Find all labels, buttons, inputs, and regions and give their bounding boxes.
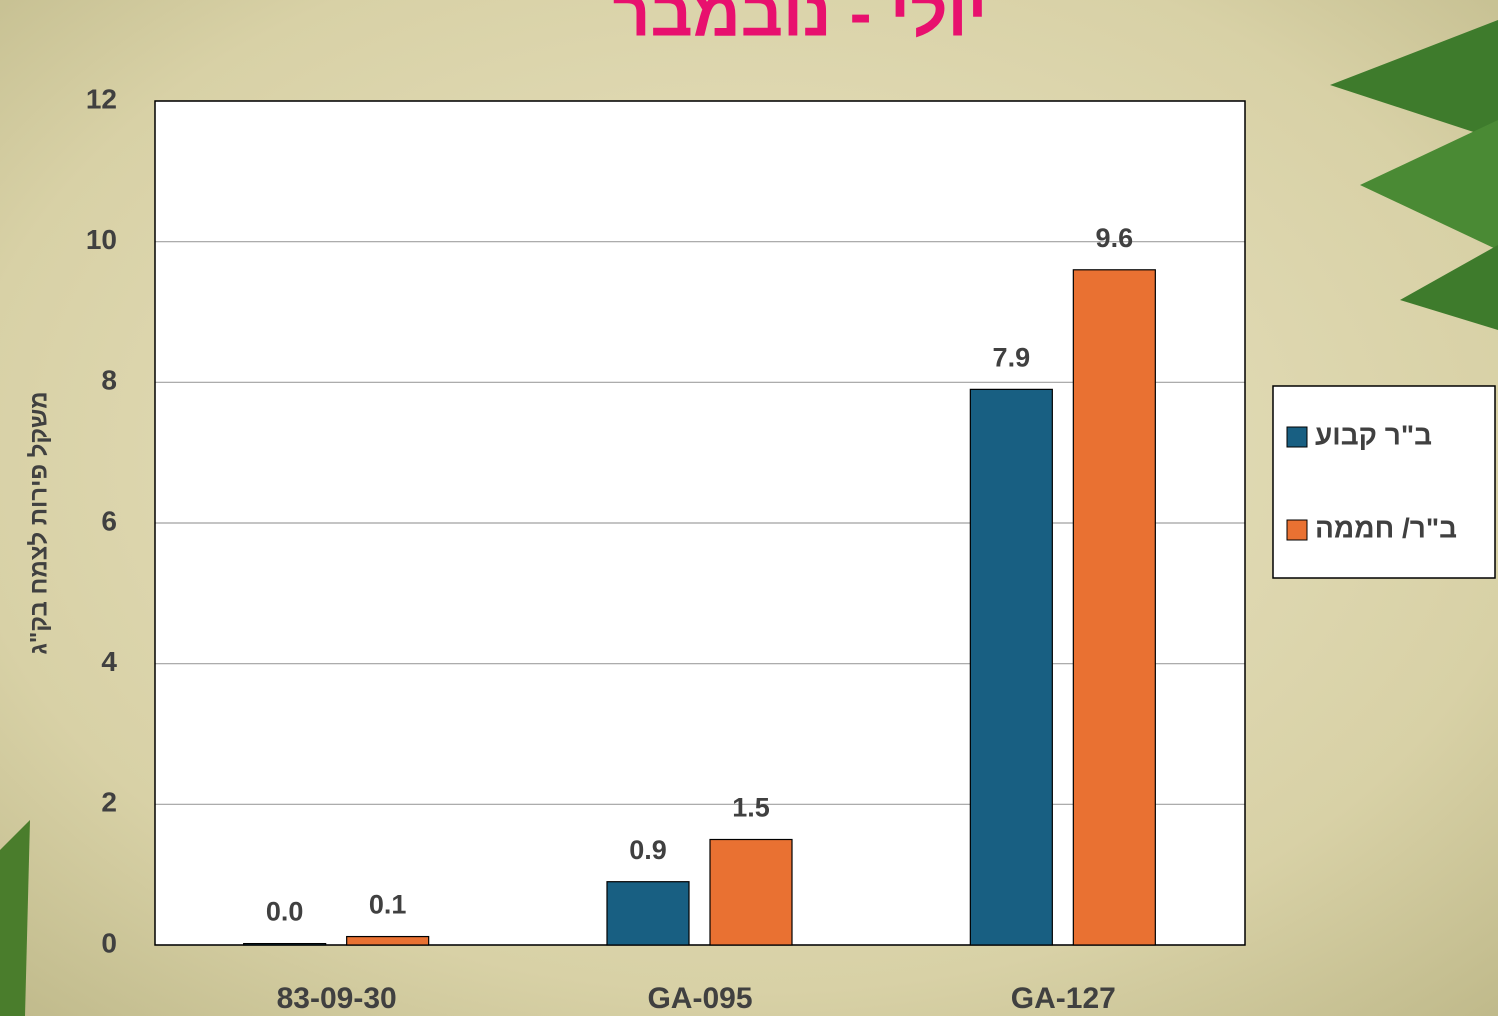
x-tick-label: 83-09-30 — [277, 982, 397, 1015]
legend-box — [1273, 386, 1495, 578]
value-label: 9.6 — [1096, 223, 1134, 253]
value-label: 0.9 — [629, 835, 667, 865]
x-tick-label: GA-127 — [1011, 982, 1116, 1015]
value-label: 7.9 — [993, 342, 1031, 372]
y-tick-label: 8 — [101, 365, 117, 396]
chart: יולי - נובמבר משקל פירות לצמח בק"ג 0 2 4 6 8… — [0, 0, 1498, 1016]
page: יולי - נובמבר משקל פירות לצמח בק"ג 0 2 4 6 8… — [0, 0, 1498, 1016]
value-label: 0.0 — [266, 897, 304, 927]
legend-swatch — [1287, 520, 1307, 540]
value-label: 0.1 — [369, 890, 407, 920]
chart-title: יולי - נובמבר — [613, 0, 988, 49]
leaf-decoration — [0, 820, 30, 1016]
bar — [970, 389, 1052, 945]
y-tick-label: 6 — [101, 505, 117, 536]
x-tick-label: GA-095 — [647, 982, 752, 1015]
bar — [244, 944, 326, 945]
y-tick-label: 0 — [101, 927, 117, 958]
bar — [710, 840, 792, 946]
bar — [347, 937, 429, 945]
y-tick-label: 2 — [101, 787, 117, 818]
bar — [607, 882, 689, 945]
y-tick-label: 4 — [101, 646, 117, 677]
legend-label: ב"ר קבוע — [1315, 419, 1432, 450]
legend-label: ב"ר/ חממה — [1315, 512, 1457, 543]
y-axis-label: משקל פירות לצמח בק"ג — [25, 391, 52, 654]
y-tick-label: 12 — [86, 83, 117, 114]
value-label: 1.5 — [732, 793, 770, 823]
bar — [1073, 270, 1155, 945]
y-tick-label: 10 — [86, 224, 117, 255]
legend-swatch — [1287, 427, 1307, 447]
